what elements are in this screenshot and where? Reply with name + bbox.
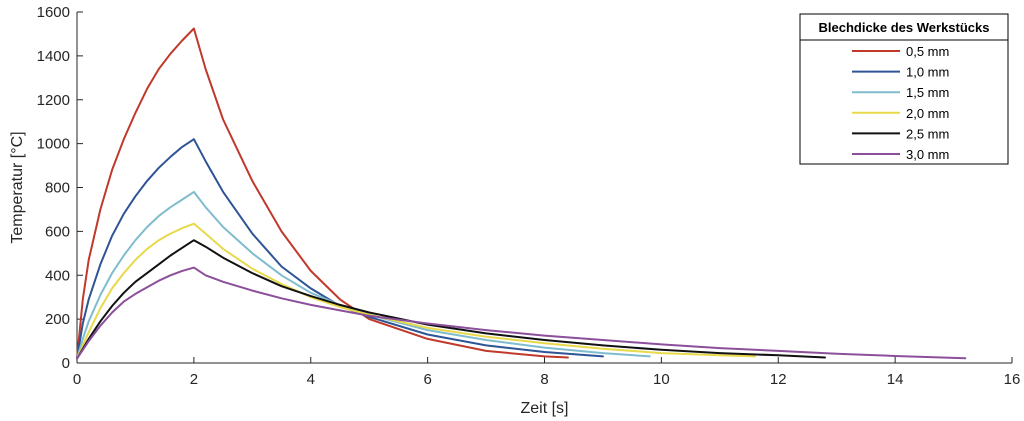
y-tick-label: 1600 <box>37 4 70 21</box>
series-line-6 <box>76 266 967 360</box>
legend-entries: 0,5 mm 1,0 mm 1,5 mm 2,0 mm 2,5 mm 3,0 mm <box>852 44 949 162</box>
series-line-2 <box>76 138 604 360</box>
y-tick-label: 0 <box>62 355 70 372</box>
x-tick-label: 12 <box>770 371 787 388</box>
series-line-3 <box>76 190 651 360</box>
axes: 0 2 4 6 8 10 12 14 16 0 200 400 600 800 1000 1200 1400 16… <box>37 4 1021 388</box>
legend-label: 2,0 mm <box>906 106 949 121</box>
x-tick-label: 6 <box>423 371 431 388</box>
x-tick-label: 8 <box>540 371 548 388</box>
y-tick-label: 400 <box>45 267 70 284</box>
plot-lines <box>76 27 967 360</box>
x-tick-label: 0 <box>73 371 81 388</box>
series-line-5 <box>76 239 826 360</box>
x-tick-label: 14 <box>887 371 904 388</box>
y-tick-label: 200 <box>45 311 70 328</box>
legend-title: Blechdicke des Werkstücks <box>818 20 989 35</box>
y-tick-label: 800 <box>45 180 70 197</box>
y-axis-label: Temperatur [°C] <box>9 131 26 243</box>
x-tick-label: 4 <box>307 371 315 388</box>
legend: Blechdicke des Werkstücks 0,5 mm 1,0 mm 1,… <box>799 13 1009 165</box>
legend-label: 3,0 mm <box>906 147 949 162</box>
x-axis-label: Zeit [s] <box>520 400 568 417</box>
legend-label: 2,5 mm <box>906 126 949 141</box>
x-tick-label: 16 <box>1004 371 1021 388</box>
y-tick-label: 1000 <box>37 136 70 153</box>
series-line-1 <box>76 27 569 360</box>
legend-label: 0,5 mm <box>906 44 949 59</box>
y-tick-label: 1400 <box>37 48 70 65</box>
legend-box <box>799 13 1009 165</box>
legend-label: 1,5 mm <box>906 85 949 100</box>
x-tick-label: 2 <box>190 371 198 388</box>
series-line-4 <box>76 222 756 360</box>
x-tick-label: 10 <box>653 371 670 388</box>
legend-label: 1,0 mm <box>906 65 949 80</box>
y-tick-label: 1200 <box>37 92 70 109</box>
y-tick-label: 600 <box>45 223 70 240</box>
